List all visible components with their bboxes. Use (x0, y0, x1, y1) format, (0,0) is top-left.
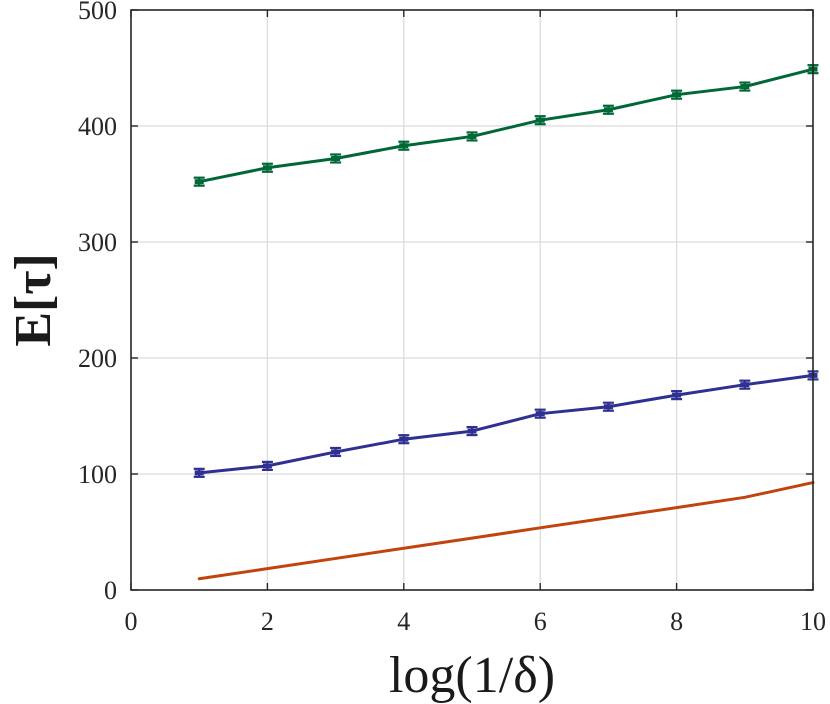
marker (262, 165, 272, 171)
marker (603, 404, 613, 410)
y-tick-label: 0 (104, 576, 117, 605)
x-tick-label: 0 (125, 607, 138, 636)
plot-frame (130, 9, 814, 591)
data-point-blue (671, 390, 683, 401)
marker (535, 411, 545, 417)
x-tick-label: 2 (261, 607, 274, 636)
data-point-blue (739, 379, 751, 390)
data-point-blue (602, 401, 614, 412)
grid (131, 10, 813, 590)
series-layer (193, 64, 819, 581)
y-tick-label: 300 (78, 228, 117, 257)
marker (331, 155, 341, 161)
x-axis-label: log(1/δ) (389, 647, 555, 704)
data-point-green (261, 162, 273, 173)
data-point-green (193, 176, 205, 187)
marker (467, 133, 477, 139)
data-point-green (534, 115, 546, 126)
x-tick-label: 8 (670, 607, 683, 636)
data-point-green (739, 81, 751, 92)
data-point-green (671, 89, 683, 100)
data-point-green (330, 153, 342, 164)
marker (672, 392, 682, 398)
marker (262, 463, 272, 469)
series-line-blue (197, 373, 815, 475)
x-tick-label: 6 (534, 607, 547, 636)
data-point-green (466, 131, 478, 142)
series-line-green (197, 67, 815, 184)
marker (672, 92, 682, 98)
marker (603, 107, 613, 113)
data-point-blue (398, 434, 410, 445)
marker (467, 428, 477, 434)
marker (740, 382, 750, 388)
marker (740, 84, 750, 90)
data-point-blue (466, 425, 478, 437)
marker (399, 143, 409, 149)
y-tick-label: 200 (78, 344, 117, 373)
x-tick-label: 10 (800, 607, 826, 636)
data-point-green (398, 140, 410, 151)
marker (331, 449, 341, 455)
x-tick-label: 4 (397, 607, 410, 636)
series-line-orange (197, 481, 815, 581)
y-axis-label: E[τ] (5, 253, 62, 346)
marker (194, 470, 204, 476)
y-tick-label: 100 (78, 460, 117, 489)
marker (535, 117, 545, 123)
data-point-blue (330, 446, 342, 458)
data-point-blue (534, 408, 546, 419)
series-blue (193, 370, 819, 478)
y-tick-label: 400 (78, 112, 117, 141)
data-point-blue (193, 467, 205, 478)
data-point-blue (261, 460, 273, 471)
series-orange (197, 481, 815, 581)
marker (194, 179, 204, 185)
series-green (193, 64, 819, 187)
marker (399, 436, 409, 442)
y-tick-label: 500 (78, 0, 117, 25)
y-axis-label-text: E[τ] (5, 253, 62, 346)
data-point-green (602, 104, 614, 115)
